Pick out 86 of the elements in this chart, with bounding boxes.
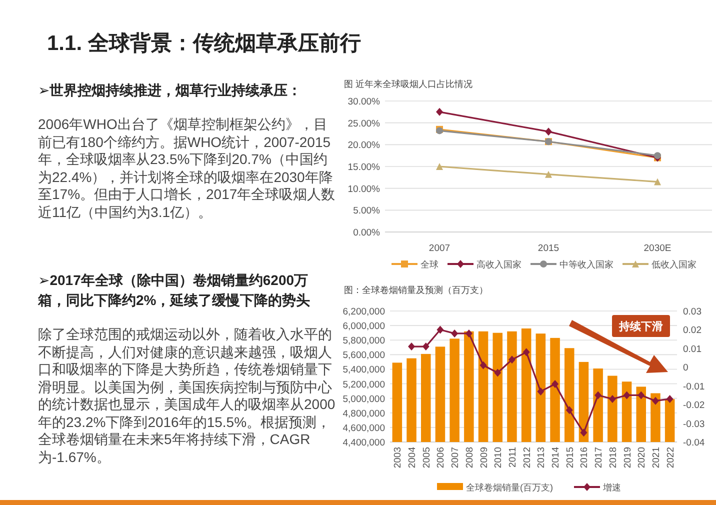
x-tick-label: 2005: [421, 447, 432, 468]
text: 2006年WHO出台了《烟草控制框架公约》，目前已有180个缔约方。据WHO统计，2007-2015年，全球吸烟率从23.5%下降到20.7%（中国约为22.4%），并计划将全球的吸烟率在2030年降至17%。但由于人口增长，2017年全球吸烟人数近11亿（中国约为3.1亿）。: [38, 116, 336, 221]
x-tick-label: 2006: [436, 447, 447, 468]
point: [623, 391, 630, 400]
point: [522, 348, 530, 356]
point: [422, 342, 430, 351]
x-tick-label: 2011: [507, 447, 518, 468]
chart-title: 图 近年来全球吸烟人口占比情况: [344, 79, 473, 89]
y-tick-label: 5,600,000: [342, 350, 385, 362]
point: [545, 170, 552, 178]
point: [408, 342, 416, 351]
x-tick-label: 2019: [622, 447, 634, 468]
y-tick-label: 5,200,000: [342, 379, 385, 390]
point: [638, 391, 645, 400]
x-tick-label: 2007: [450, 447, 462, 468]
x-tick-label: 2021: [650, 447, 662, 468]
point: [494, 368, 502, 377]
y-tick-label: 6,000,000: [342, 321, 385, 332]
annotation: 持续下滑: [618, 320, 663, 333]
point: [465, 329, 472, 338]
y-tick-label: 15.00%: [348, 162, 381, 173]
point: [666, 394, 674, 403]
y-tick-label: 5,800,000: [342, 336, 385, 347]
x-tick-label: 2015: [538, 243, 560, 254]
y2-tick-label: 0.02: [683, 325, 702, 336]
y2-tick-label: 0: [683, 362, 688, 374]
y2-tick-label: -0.02: [683, 400, 705, 412]
point: [652, 396, 659, 405]
text: 1.1. 全球背景：传统烟草承压前行: [47, 31, 361, 55]
y-tick-label: 10.00%: [348, 184, 381, 195]
x-tick-label: 2012: [522, 447, 533, 468]
x-tick-label: 2020: [636, 447, 648, 468]
x-tick-label: 2017: [594, 447, 605, 468]
text: 除了全球范围的戒烟运动以外，随着收入水平的不断提高，人们对健康的意识越来越强，吸烟人口和吸烟率的下降是大势所趋，传统卷烟销量下滑明显。以美国为例，美国疾病控制与预防中心的统计数据也显示，美国成年人的吸烟率从2000年的23.2%下降到2016年的15.5%。根据预测，全球卷烟销量在未来5年将持续下滑，CAGR为-1.67%。: [38, 326, 336, 466]
x-tick-label: 2010: [493, 447, 504, 468]
point: [508, 356, 516, 364]
y-tick-label: 5,000,000: [342, 394, 385, 405]
legend-label: 低收入国家: [652, 260, 696, 270]
x-tick-label: 2009: [478, 447, 490, 468]
legend-label: 增速: [602, 482, 621, 492]
x-tick-label: 2007: [428, 243, 450, 254]
point: [436, 163, 443, 170]
x-tick-label: 2014: [550, 447, 562, 468]
y2-tick-label: -0.03: [683, 418, 705, 430]
legend-label: 全球卷烟销量(百万支): [466, 482, 553, 492]
y2-tick-label: 0.03: [683, 306, 702, 318]
y2-tick-label: -0.01: [683, 381, 705, 392]
legend-label: 高收入国家: [476, 260, 522, 270]
y-tick-label: 30.00%: [348, 96, 381, 108]
point: [654, 178, 661, 186]
point: [594, 391, 602, 400]
x-tick-label: 2018: [608, 447, 619, 468]
x-tick-label: 2015: [564, 447, 576, 468]
y-tick-label: 25.00%: [348, 118, 381, 130]
point: [436, 326, 444, 334]
point: [566, 406, 573, 414]
x-tick-label: 2030E: [644, 243, 672, 254]
y2-tick-label: 0.01: [683, 344, 702, 355]
x-tick-label: 2013: [536, 447, 548, 468]
point: [608, 394, 616, 403]
chart-title: 图：全球卷烟销量及预测（百万支）: [344, 285, 488, 295]
text: ➢2017年全球（除中国）卷烟销量约6200万箱，同比下降约2%，延续了缓慢下降的势头: [38, 271, 312, 310]
x-tick-label: 2003: [392, 447, 404, 468]
y-tick-label: 4,400,000: [342, 438, 385, 448]
point: [451, 329, 458, 338]
point: [537, 387, 544, 396]
x-tick-label: 2016: [579, 447, 590, 468]
y-tick-label: 4,600,000: [342, 422, 385, 434]
y-tick-label: 4,800,000: [342, 408, 385, 420]
point: [545, 128, 552, 136]
legend-label: 全球: [420, 260, 438, 270]
x-tick-label: 2004: [407, 447, 418, 468]
x-tick-label: 2008: [464, 447, 476, 468]
point: [580, 428, 588, 437]
point: [436, 108, 443, 116]
y2-tick-label: -0.04: [683, 438, 705, 448]
y-tick-label: 5,400,000: [342, 364, 385, 376]
text: ➢世界控烟持续推进，烟草行业持续承压：: [38, 81, 303, 100]
y-tick-label: 20.00%: [348, 140, 381, 152]
x-tick-label: 2022: [665, 447, 676, 468]
point: [480, 361, 487, 370]
y-tick-label: 5.00%: [353, 206, 381, 217]
y-tick-label: 6,200,000: [342, 306, 385, 318]
point: [552, 380, 559, 388]
legend-label: 中等收入国家: [560, 260, 614, 270]
y-tick-label: 0.00%: [353, 228, 381, 238]
